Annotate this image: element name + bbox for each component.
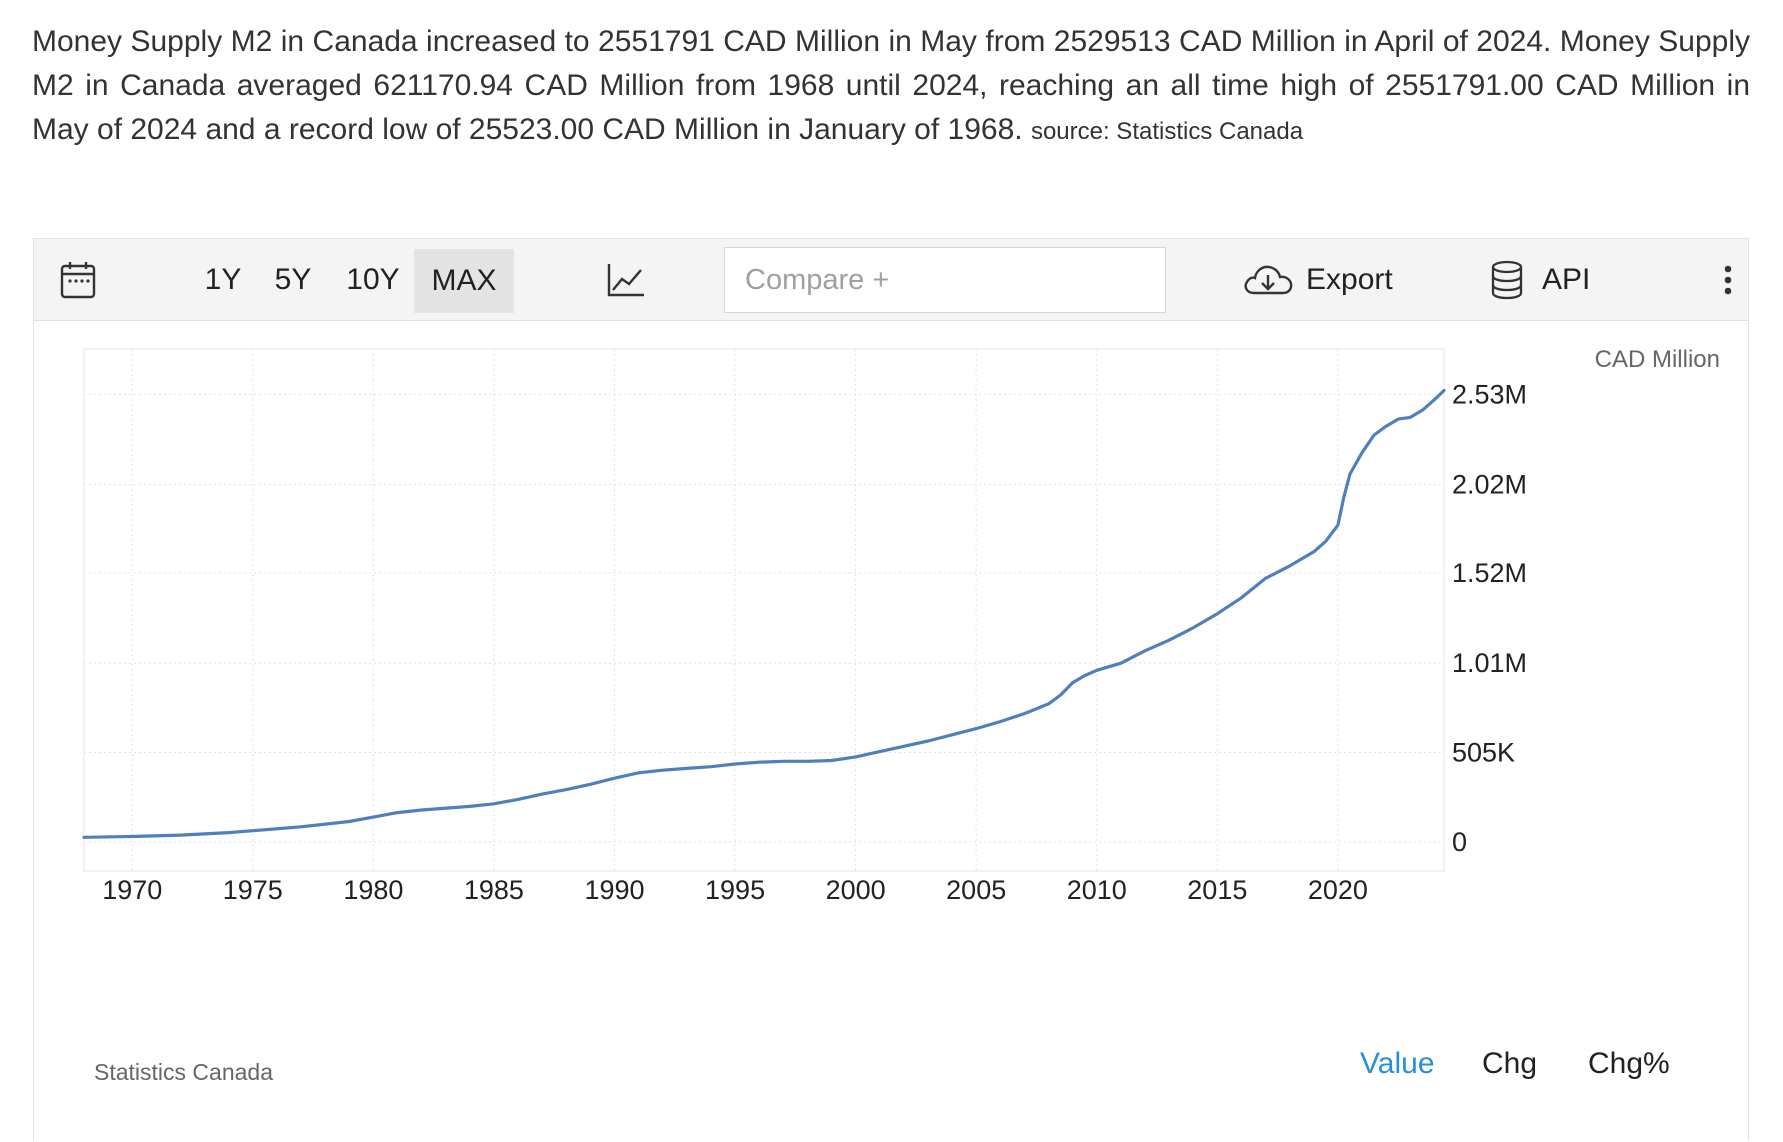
y-tick-label: 1.01M: [1452, 648, 1527, 678]
range-max-button[interactable]: MAX: [414, 249, 514, 313]
export-label: Export: [1306, 263, 1393, 296]
unit-label: CAD Million: [1595, 346, 1720, 373]
calendar-icon[interactable]: [54, 239, 102, 321]
x-tick-label: 1975: [223, 875, 283, 905]
x-tick-label: 1985: [464, 875, 524, 905]
x-tick-label: 2015: [1187, 875, 1247, 905]
y-tick-label: 2.53M: [1452, 379, 1527, 409]
x-tick-label: 2000: [826, 875, 886, 905]
tab-chg-percent[interactable]: Chg%: [1588, 1047, 1670, 1080]
chart-panel: 1Y 5Y 10Y MAX Export AP: [33, 238, 1749, 1141]
line-chart: CAD Million 1970 1975 1980 1985 1990 1995 2000…: [82, 346, 1720, 905]
range-10y-button[interactable]: 10Y: [346, 263, 400, 296]
y-tick-label: 2.02M: [1452, 470, 1527, 500]
x-tick-label: 1980: [343, 875, 403, 905]
tab-value[interactable]: Value: [1360, 1047, 1435, 1080]
series-layer: [82, 388, 1446, 839]
footer-source: Statistics Canada: [94, 1059, 273, 1085]
database-icon: [1491, 260, 1523, 300]
y-tick-label: 0: [1452, 827, 1467, 857]
y-axis: 0 505K 1.01M 1.52M 2.02M 2.53M: [1452, 379, 1527, 856]
description: Money Supply M2 in Canada increased to 2…: [32, 20, 1750, 154]
chart-toolbar: 1Y 5Y 10Y MAX Export AP: [34, 239, 1748, 321]
export-button[interactable]: Export: [1242, 239, 1412, 321]
more-vertical-icon[interactable]: [1718, 239, 1738, 321]
description-source: source: Statistics Canada: [1030, 118, 1304, 145]
x-axis: 1970 1975 1980 1985 1990 1995 2000 2005 2010 2015…: [102, 875, 1368, 905]
x-tick-label: 1990: [584, 875, 644, 905]
api-button[interactable]: API: [1490, 239, 1610, 321]
cloud-download-icon: [1244, 265, 1293, 295]
y-tick-label: 1.52M: [1452, 558, 1527, 588]
x-tick-label: 1970: [102, 875, 162, 905]
x-tick-label: 1995: [705, 875, 765, 905]
y-tick-label: 505K: [1452, 738, 1515, 768]
plot-area: [83, 348, 1445, 872]
api-label: API: [1542, 263, 1591, 296]
range-5y-button[interactable]: 5Y: [274, 263, 312, 296]
x-tick-label: 2010: [1067, 875, 1127, 905]
x-tick-label: 2005: [946, 875, 1006, 905]
tab-chg[interactable]: Chg: [1482, 1047, 1538, 1080]
series-line: [82, 388, 1446, 839]
description-text: Money Supply M2 in Canada increased to 2…: [32, 25, 1750, 146]
x-tick-label: 2020: [1308, 875, 1368, 905]
grid: [83, 348, 1445, 872]
line-chart-icon[interactable]: [596, 239, 656, 321]
compare-input[interactable]: [724, 247, 1166, 313]
range-1y-button[interactable]: 1Y: [204, 263, 242, 296]
